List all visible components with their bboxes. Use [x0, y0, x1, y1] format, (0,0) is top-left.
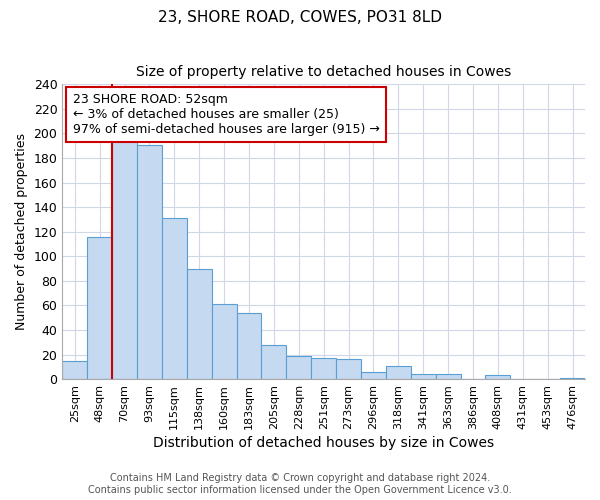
Bar: [485, 376, 511, 379]
Bar: [212, 304, 236, 379]
Bar: [112, 137, 137, 379]
Text: 23 SHORE ROAD: 52sqm
← 3% of detached houses are smaller (25)
97% of semi-detach: 23 SHORE ROAD: 52sqm ← 3% of detached ho…: [73, 93, 380, 136]
Bar: [361, 372, 386, 379]
X-axis label: Distribution of detached houses by size in Cowes: Distribution of detached houses by size …: [153, 436, 494, 450]
Bar: [411, 374, 436, 379]
Bar: [560, 378, 585, 379]
Bar: [262, 344, 286, 379]
Bar: [62, 360, 87, 379]
Bar: [336, 360, 361, 379]
Bar: [286, 356, 311, 379]
Bar: [187, 268, 212, 379]
Bar: [436, 374, 461, 379]
Bar: [137, 144, 162, 379]
Title: Size of property relative to detached houses in Cowes: Size of property relative to detached ho…: [136, 65, 511, 79]
Bar: [236, 313, 262, 379]
Bar: [87, 236, 112, 379]
Bar: [162, 218, 187, 379]
Text: Contains HM Land Registry data © Crown copyright and database right 2024.
Contai: Contains HM Land Registry data © Crown c…: [88, 474, 512, 495]
Bar: [311, 358, 336, 379]
Text: 23, SHORE ROAD, COWES, PO31 8LD: 23, SHORE ROAD, COWES, PO31 8LD: [158, 10, 442, 25]
Y-axis label: Number of detached properties: Number of detached properties: [15, 133, 28, 330]
Bar: [386, 366, 411, 379]
